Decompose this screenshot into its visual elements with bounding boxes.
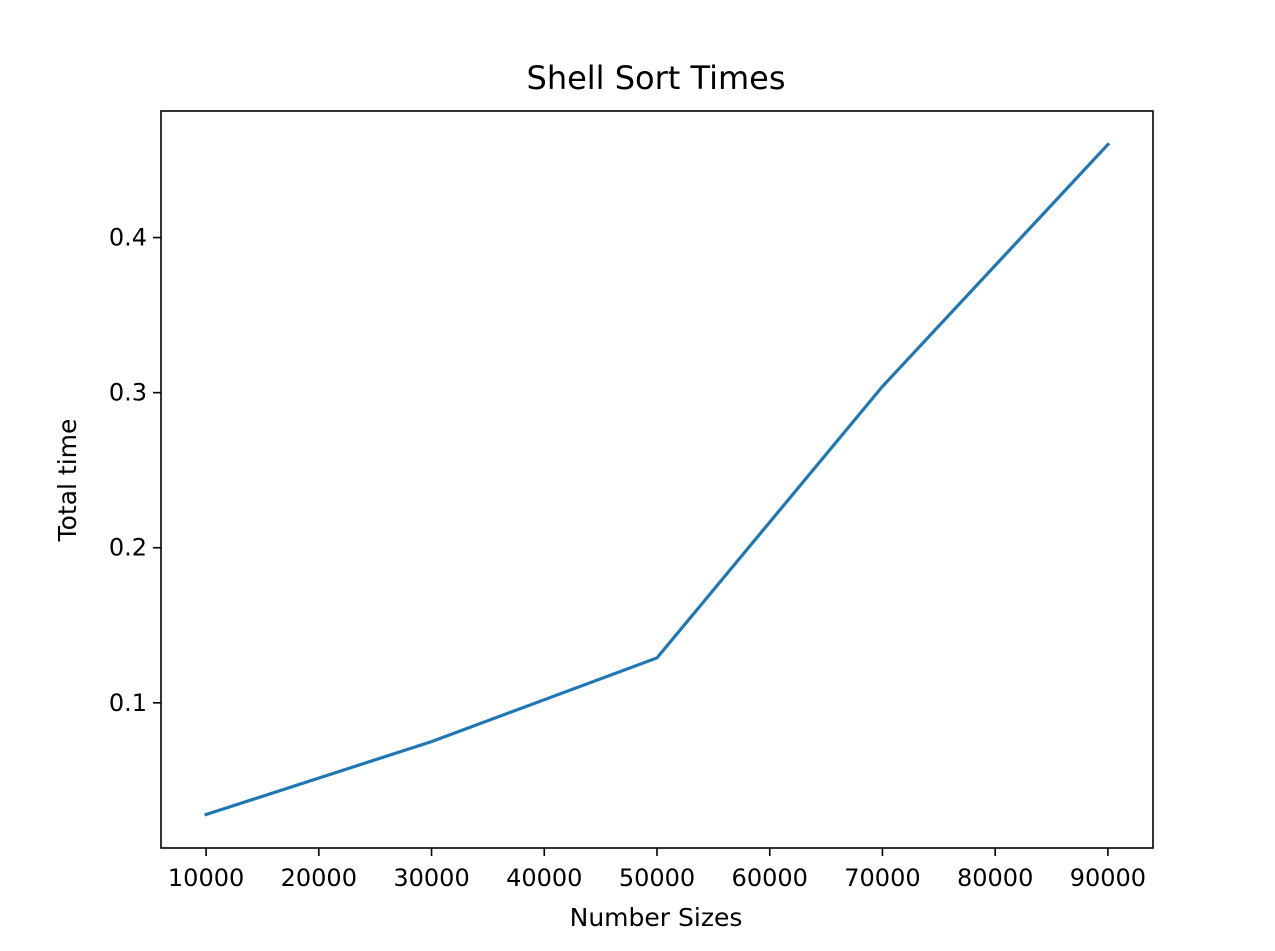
plot-area-frame	[160, 110, 1154, 849]
y-tick-label: 0.1	[109, 689, 147, 717]
x-tick-label: 30000	[393, 864, 469, 892]
series-layer	[204, 142, 1111, 817]
x-tick-label: 80000	[957, 864, 1033, 892]
y-tick-label: 0.2	[109, 534, 147, 562]
x-axis-ticks: 10000 20000 30000 40000 50000 60000 70000 80000…	[168, 848, 1146, 892]
x-tick-label: 50000	[619, 864, 695, 892]
series-line	[204, 142, 1111, 817]
x-tick-label: 60000	[732, 864, 808, 892]
x-tick-label: 70000	[844, 864, 920, 892]
x-tick-label: 40000	[506, 864, 582, 892]
y-tick-label: 0.4	[109, 224, 147, 252]
x-tick-label: 10000	[168, 864, 244, 892]
y-tick-label: 0.3	[109, 379, 147, 407]
x-axis-label: Number Sizes	[570, 903, 743, 932]
x-tick-label: 20000	[281, 864, 357, 892]
y-axis-ticks: 0.1 0.2 0.3 0.4	[109, 224, 161, 717]
chart-title: Shell Sort Times	[527, 59, 786, 97]
x-tick-label: 90000	[1070, 864, 1146, 892]
y-axis-label: Total time	[53, 419, 82, 543]
